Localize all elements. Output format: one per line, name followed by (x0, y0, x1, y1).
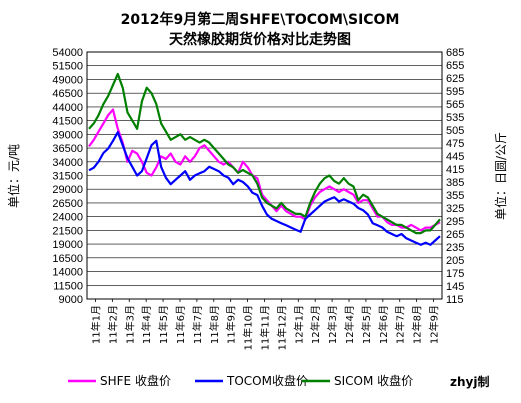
x-tick-label: 12年4月 (343, 305, 356, 344)
legend: SHFE 收盘价 TOCOM收盘价 SICOM 收盘价 (68, 373, 413, 388)
right-tick-label: 115 (446, 294, 464, 306)
left-tick-label: 46500 (52, 88, 83, 100)
left-tick-label: 54000 (52, 47, 83, 59)
series-lines (88, 72, 441, 246)
left-tick-label: 44000 (52, 102, 83, 114)
left-tick-label: 39000 (52, 129, 83, 141)
legend-label: TOCOM收盘价 (226, 373, 308, 388)
series-line-2 (88, 72, 441, 235)
x-tick-label: 12年8月 (411, 305, 424, 344)
left-tick-label: 24000 (52, 212, 83, 224)
right-tick-label: 175 (446, 268, 464, 280)
left-tick-label: 14000 (52, 267, 83, 279)
x-tick-label: 12年9月 (428, 305, 441, 344)
right-tick-label: 385 (446, 177, 464, 189)
left-tick-label: 19000 (52, 239, 83, 251)
left-tick-label: 11500 (53, 280, 83, 292)
x-tick-label: 11年5月 (157, 305, 170, 344)
right-tick-label: 595 (446, 86, 464, 98)
left-tick-label: 34000 (52, 157, 83, 169)
x-axis-ticks: 11年1月 11年2月 11年3月 11年4月 11年5月 11年6月 11年7月 11年8月… (89, 299, 441, 350)
right-tick-label: 295 (446, 216, 464, 228)
right-tick-label: 625 (446, 73, 464, 85)
legend-label: SHFE 收盘价 (100, 373, 171, 388)
x-tick-label: 12年5月 (360, 305, 373, 344)
right-tick-label: 265 (446, 229, 464, 241)
right-tick-label: 565 (446, 99, 464, 111)
right-tick-label: 235 (446, 242, 464, 254)
x-tick-label: 12年2月 (309, 305, 322, 344)
series-line-1 (88, 131, 441, 246)
right-tick-label: 655 (446, 60, 464, 72)
chart-subtitle: 天然橡胶期货价格对比走势图 (169, 31, 351, 48)
x-tick-label: 12年6月 (377, 305, 390, 344)
x-tick-label: 11年4月 (140, 305, 153, 344)
x-tick-label: 11年1月 (89, 305, 102, 344)
right-tick-label: 685 (446, 47, 464, 59)
x-tick-label: 11年12月 (275, 305, 288, 350)
legend-label: SICOM 收盘价 (334, 373, 413, 388)
left-tick-label: 49000 (52, 74, 83, 86)
right-tick-label: 445 (446, 151, 464, 163)
x-tick-label: 11年2月 (106, 305, 119, 344)
x-tick-label: 11年11月 (259, 305, 272, 350)
left-tick-label: 41500 (52, 116, 83, 128)
right-tick-label: 505 (446, 125, 464, 137)
right-tick-label: 475 (446, 138, 464, 150)
left-tick-label: 29000 (52, 184, 83, 196)
x-tick-label: 12年1月 (292, 305, 305, 344)
left-tick-label: 36500 (52, 143, 83, 155)
left-tick-label: 31500 (52, 171, 83, 183)
left-axis-label: 单位：元/吨 (6, 144, 21, 208)
right-tick-label: 325 (446, 203, 464, 215)
x-tick-label: 11年3月 (123, 305, 136, 344)
x-tick-label: 11年6月 (174, 305, 187, 344)
x-tick-label: 11年10月 (242, 305, 255, 350)
chart-title: 2012年9月第二周SHFE\TOCOM\SICOM (121, 11, 400, 28)
right-axis-label: 单位：日圆/公斤 (493, 132, 508, 220)
left-tick-label: 21500 (52, 225, 83, 237)
x-tick-label: 12年7月 (394, 305, 407, 344)
right-tick-label: 205 (446, 255, 464, 267)
x-tick-label: 11年8月 (208, 305, 221, 344)
x-tick-label: 12年3月 (326, 305, 339, 344)
x-tick-label: 11年9月 (225, 305, 238, 344)
right-tick-label: 145 (446, 281, 464, 293)
left-tick-label: 51500 (52, 61, 83, 73)
left-tick-label: 16500 (52, 253, 83, 265)
right-tick-label: 415 (446, 164, 464, 176)
right-tick-label: 355 (446, 190, 464, 202)
left-tick-label: 9000 (59, 294, 83, 306)
x-tick-label: 11年7月 (191, 305, 204, 344)
left-tick-label: 26500 (52, 198, 83, 210)
credit-label: zhyj制 (450, 374, 489, 389)
right-tick-label: 535 (446, 112, 464, 124)
right-axis-ticks: 1151451752052352652953253553854154454755… (446, 47, 464, 306)
